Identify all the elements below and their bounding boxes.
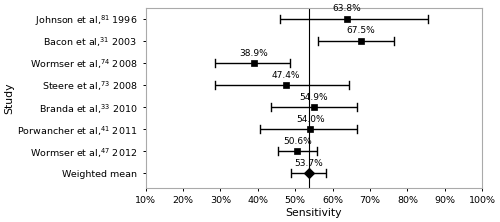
- Text: 53.7%: 53.7%: [294, 159, 324, 168]
- Text: 38.9%: 38.9%: [240, 49, 268, 57]
- Text: 54.0%: 54.0%: [296, 115, 324, 124]
- Text: 63.8%: 63.8%: [332, 4, 362, 14]
- Text: 67.5%: 67.5%: [346, 26, 375, 36]
- Text: 50.6%: 50.6%: [283, 137, 312, 146]
- Text: 54.9%: 54.9%: [300, 93, 328, 102]
- X-axis label: Sensitivity: Sensitivity: [286, 208, 342, 218]
- Text: 47.4%: 47.4%: [272, 71, 300, 80]
- Y-axis label: Study: Study: [4, 82, 14, 114]
